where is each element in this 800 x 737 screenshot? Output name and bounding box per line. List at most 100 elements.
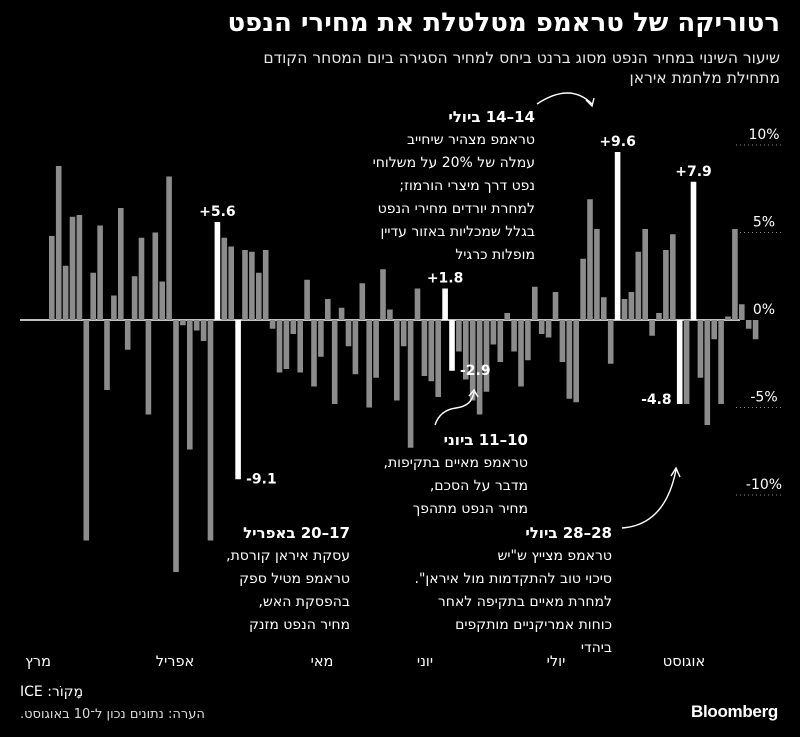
bar xyxy=(414,288,421,320)
x-month-label: מרץ xyxy=(25,654,51,670)
bar xyxy=(697,320,704,378)
bar xyxy=(345,320,352,347)
bar xyxy=(138,237,145,320)
bar xyxy=(262,250,269,320)
bar xyxy=(504,313,510,320)
bar xyxy=(249,251,255,320)
bar xyxy=(435,320,441,397)
arrow-june10-head xyxy=(468,388,479,398)
bar xyxy=(49,236,55,320)
value-label: +7.9 xyxy=(675,164,712,180)
x-month-label: יוני xyxy=(417,654,433,670)
bar xyxy=(476,320,483,415)
arrow-july14 xyxy=(536,92,593,105)
bar xyxy=(642,229,648,320)
y-tick-label: -10% xyxy=(746,477,782,493)
source-note: מָקוֹר: ICE xyxy=(20,684,84,700)
annotation-july28-line: למחרת מאיים בתקיפה לאחר xyxy=(437,594,612,610)
bar xyxy=(111,295,117,320)
value-label: -4.8 xyxy=(641,392,672,408)
annotation-july28-line: טראמפ מצייץ ש"יש xyxy=(497,548,612,564)
bar xyxy=(587,199,593,320)
bar xyxy=(573,320,579,403)
chart-title: רטוריקה של טראמפ מטלטלת את מחירי הנפט xyxy=(227,8,780,38)
y-tick-label: -5% xyxy=(750,390,777,406)
bar xyxy=(739,304,745,320)
bar xyxy=(131,276,138,320)
bar xyxy=(387,309,393,320)
bar xyxy=(200,320,207,341)
arrow-july28-head xyxy=(670,466,681,478)
bar xyxy=(663,250,669,320)
y-tick-label: 0% xyxy=(753,302,775,318)
bar xyxy=(580,258,586,320)
bar xyxy=(338,307,345,320)
value-label: +9.6 xyxy=(599,134,636,150)
bar xyxy=(118,208,124,320)
annotation-june10-line: טראמפ מאיים בתקיפות, xyxy=(383,455,528,471)
bar xyxy=(490,320,497,345)
bar xyxy=(269,320,276,329)
bar xyxy=(104,320,110,390)
bar xyxy=(621,299,628,320)
arrow-july14-head xyxy=(585,97,595,108)
bar xyxy=(90,272,96,320)
annotation-june10-line: מדבר על הסכם, xyxy=(429,478,528,494)
bar xyxy=(656,313,662,320)
annotation-july14-line: טראמפ מצהיר שיחייב xyxy=(406,132,535,148)
x-month-label: יולי xyxy=(547,654,566,670)
bar xyxy=(545,320,552,338)
bar xyxy=(145,320,152,415)
bar xyxy=(325,299,331,320)
bar xyxy=(76,215,83,320)
value-label: -9.1 xyxy=(246,471,277,487)
bar xyxy=(83,320,90,541)
value-label: -2.9 xyxy=(460,363,491,379)
bar xyxy=(594,229,600,320)
bar xyxy=(97,225,103,320)
bar xyxy=(456,320,462,352)
annotation-july14: 14–14 ביולי טראמפ מצהיר שיחייב עמלה של 2… xyxy=(373,106,535,267)
annotation-july28-line: ביהדי xyxy=(580,640,612,656)
bar xyxy=(497,320,504,362)
bar xyxy=(311,320,317,387)
bar xyxy=(283,320,290,369)
bar xyxy=(607,320,614,364)
bar xyxy=(649,320,655,336)
annotation-july28-line: כוחות אמריקניים מותקפים xyxy=(455,617,612,633)
arrow-june10 xyxy=(434,391,475,426)
annotation-july28: 28–28 ביולי טראמפ מצייץ ש"יש סיכוי טוב ל… xyxy=(415,522,613,660)
bar xyxy=(187,320,193,450)
highlight-bar xyxy=(676,320,683,404)
bar xyxy=(718,320,724,404)
bar xyxy=(207,320,214,541)
x-month-label: מאי xyxy=(311,654,334,670)
bar xyxy=(228,246,234,320)
annotation-june10-date: 10–11 ביוני xyxy=(443,431,528,449)
value-labels: +5.6 -9.1 +1.8 -2.9 +9.6 -4.8 +7.9 xyxy=(199,134,712,487)
bar xyxy=(159,281,165,320)
highlight-bar xyxy=(235,320,241,480)
bar xyxy=(290,320,297,334)
annotation-july14-line: מופלות כרגיל xyxy=(455,247,535,263)
value-label: +5.6 xyxy=(199,204,236,220)
bar xyxy=(538,320,545,334)
bar xyxy=(331,320,338,404)
bar xyxy=(400,320,407,347)
bar xyxy=(683,320,690,404)
bar xyxy=(359,283,366,320)
bar xyxy=(483,320,490,392)
bar xyxy=(635,251,642,320)
bar xyxy=(373,320,379,378)
annotation-july14-date: 14–14 ביולי xyxy=(448,108,535,126)
bar xyxy=(242,250,248,320)
bar xyxy=(463,320,469,380)
bar xyxy=(221,237,228,320)
annotation-arrows xyxy=(434,92,681,529)
annotation-july14-line: נפט דרך מיצרי הורמוז; xyxy=(399,178,535,194)
annotation-april17-line: טראמפ מטיל ספק xyxy=(239,571,350,587)
annotation-june10-line: מחיר הנפט מתהפך xyxy=(412,501,528,517)
x-month-label: אוגוסט xyxy=(663,654,705,670)
data-note: הערה: נתונים נכון ל־10 באוגוסט. xyxy=(20,707,205,722)
